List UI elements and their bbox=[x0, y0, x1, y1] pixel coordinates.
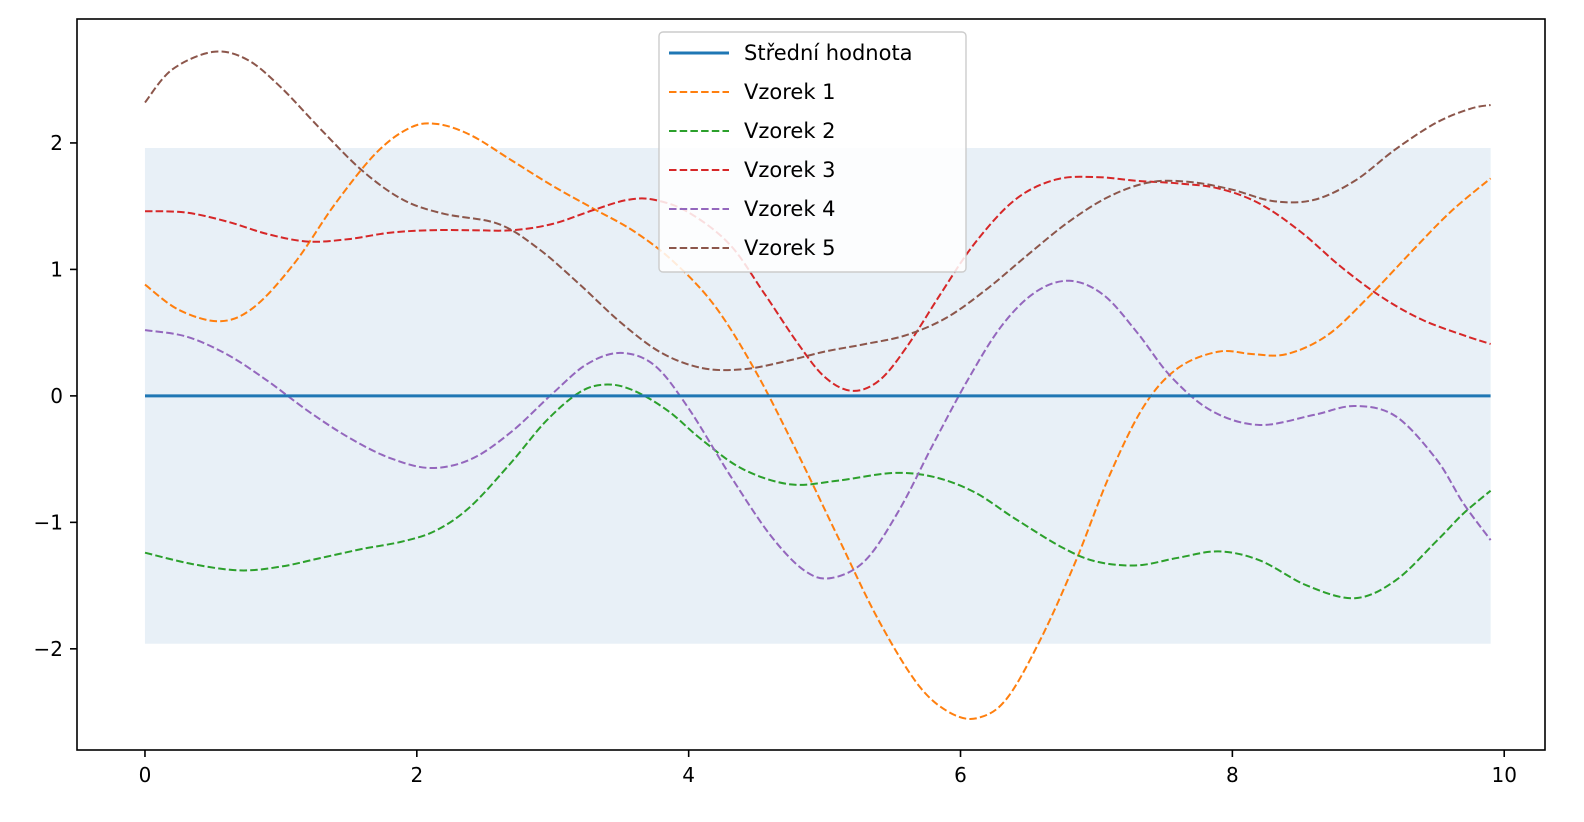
y-tick-label: −1 bbox=[34, 510, 63, 534]
y-tick-label: 1 bbox=[50, 257, 63, 281]
legend-label-vzorek-5: Vzorek 5 bbox=[744, 236, 836, 260]
x-tick-label: 8 bbox=[1226, 763, 1239, 787]
series-line-vzorek-1 bbox=[144, 122, 1492, 720]
legend-label-vzorek-3: Vzorek 3 bbox=[744, 158, 836, 182]
y-tick-label: 2 bbox=[50, 131, 63, 155]
axes: 0 2 4 6 8 10 −2 −1 0 1 2 bbox=[34, 18, 1546, 787]
series-layer bbox=[144, 50, 1492, 720]
x-tick-label: 2 bbox=[410, 763, 423, 787]
legend-label-vzorek-4: Vzorek 4 bbox=[744, 197, 836, 221]
series-line-vzorek-5 bbox=[144, 50, 1491, 372]
plot-frame bbox=[76, 18, 1546, 751]
legend: Střední hodnota Vzorek 1 Vzorek 2 Vzorek 3 V… bbox=[658, 31, 967, 273]
x-tick-label: 6 bbox=[954, 763, 967, 787]
y-tick-label: 0 bbox=[50, 384, 63, 408]
legend-label-vzorek-2: Vzorek 2 bbox=[744, 119, 836, 143]
x-tick-label: 0 bbox=[139, 763, 152, 787]
x-tick-label: 10 bbox=[1491, 763, 1516, 787]
series-line-vzorek-2 bbox=[144, 383, 1492, 600]
legend-label-vzorek-1: Vzorek 1 bbox=[744, 80, 836, 104]
legend-box bbox=[658, 31, 967, 273]
x-tick-label: 4 bbox=[682, 763, 695, 787]
y-tick-label: −2 bbox=[34, 637, 63, 661]
series-line-vzorek-4 bbox=[144, 279, 1492, 580]
legend-label-stredni-hodnota: Střední hodnota bbox=[744, 41, 913, 65]
series-line-vzorek-3 bbox=[144, 175, 1491, 392]
